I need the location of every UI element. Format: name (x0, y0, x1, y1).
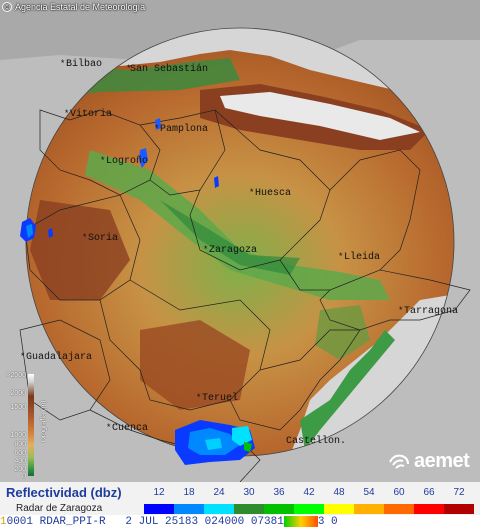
scale-value: 24 (213, 487, 225, 498)
aemet-wordmark: aemet (414, 450, 470, 472)
scale-value: 60 (393, 487, 405, 498)
altitude-legend: >2500 2000 1500 1000 800 600 400 200 0 O… (0, 372, 48, 480)
scale-swatch (324, 504, 354, 514)
copyright-icon: © (2, 2, 12, 12)
product-status-bar: 10001 RDAR_PPI-R 2 JUL 25183 024000 0738… (0, 515, 480, 530)
scale-value: 54 (363, 487, 375, 498)
svg-text:*: * (196, 393, 201, 403)
scale-swatch (414, 504, 444, 514)
scale-value: 36 (273, 487, 285, 498)
svg-text:*: * (20, 352, 25, 362)
svg-text:*: * (82, 233, 87, 243)
city-cuenca[interactable]: Cuenca (112, 423, 148, 434)
city-vitoria[interactable]: Vitoria (70, 108, 112, 120)
scale-swatch (264, 504, 294, 514)
altitude-label: 1500 (10, 404, 26, 411)
city-castellon[interactable]: Castellon. (286, 435, 346, 447)
scale-swatch (444, 504, 474, 514)
scale-swatch (174, 504, 204, 514)
scale-value: 12 (153, 487, 165, 498)
status-text: 0001 RDAR_PPI-R 2 JUL 25183 024000 07381 (6, 516, 284, 528)
city-teruel[interactable]: Teruel (202, 392, 238, 404)
svg-text:*: * (126, 64, 131, 74)
scale-value: 30 (243, 487, 255, 498)
status-tail: 3 0 (317, 516, 338, 528)
city-soria[interactable]: Soria (88, 232, 118, 244)
svg-text:*: * (100, 156, 105, 166)
aemet-logo: aemet (386, 450, 478, 474)
legend-panel: Reflectividad (dbz) Radar de Zaragoza 12… (0, 482, 480, 530)
svg-text:*: * (106, 423, 111, 433)
altitude-label: 0 (22, 473, 26, 480)
city-labels: Bilbao San Sebastián Vitoria Pamplona Lo… (26, 58, 458, 447)
radar-map: * * * * * * * * * * * * * Bilbao San Seb… (0, 0, 480, 482)
scale-value: 42 (303, 487, 315, 498)
altitude-label: >2500 (6, 372, 26, 379)
svg-text:*: * (249, 188, 254, 198)
altitude-label: 200 (14, 466, 26, 473)
scale-swatch (354, 504, 384, 514)
copyright-notice: © Agencia Estatal de Meteorología (2, 2, 145, 12)
scale-swatch (384, 504, 414, 514)
city-guadalajara[interactable]: Guadalajara (26, 351, 92, 363)
radar-echoes (20, 118, 255, 465)
city-zaragoza[interactable]: Zaragoza (209, 245, 257, 256)
ebro-valley (85, 150, 390, 300)
city-huesca[interactable]: Huesca (255, 188, 291, 199)
scale-value: 18 (183, 487, 195, 498)
scale-swatch (144, 504, 174, 514)
svg-text:*: * (398, 306, 403, 316)
altitude-title: Orografía (m) (40, 400, 48, 443)
copyright-text: Agencia Estatal de Meteorología (15, 2, 146, 12)
altitude-label: 600 (14, 450, 26, 457)
altitude-label: 400 (14, 458, 26, 465)
city-bilbao[interactable]: Bilbao (66, 58, 102, 70)
city-logrono[interactable]: Logroño (106, 155, 148, 167)
scale-swatch (234, 504, 264, 514)
aemet-swirl-icon (389, 454, 409, 469)
radar-station: Radar de Zaragoza (16, 503, 103, 514)
reflectivity-title: Reflectividad (dbz) (6, 485, 122, 500)
city-lleida[interactable]: Lleida (344, 251, 380, 263)
altitude-label: 1000 (10, 432, 26, 439)
scale-value: 48 (333, 487, 345, 498)
altitude-color-bar (28, 374, 34, 476)
svg-text:*: * (64, 109, 69, 119)
svg-text:*: * (338, 252, 343, 262)
svg-text:*: * (203, 245, 208, 255)
svg-text:*: * (154, 124, 159, 134)
svg-text:*: * (60, 59, 65, 69)
scale-swatch (294, 504, 324, 514)
city-pamplona[interactable]: Pamplona (160, 123, 208, 135)
scale-value: 66 (423, 487, 435, 498)
scale-swatch (204, 504, 234, 514)
scale-value: 72 (453, 487, 465, 498)
province-borders (19, 109, 471, 482)
city-tarragona[interactable]: Tarragona (404, 306, 458, 317)
city-san-sebastian[interactable]: San Sebastián (130, 63, 208, 75)
altitude-label: 800 (14, 441, 26, 448)
status-color-mark (283, 515, 318, 527)
status-first-char: 1 (0, 516, 7, 528)
altitude-label: 2000 (10, 390, 26, 397)
